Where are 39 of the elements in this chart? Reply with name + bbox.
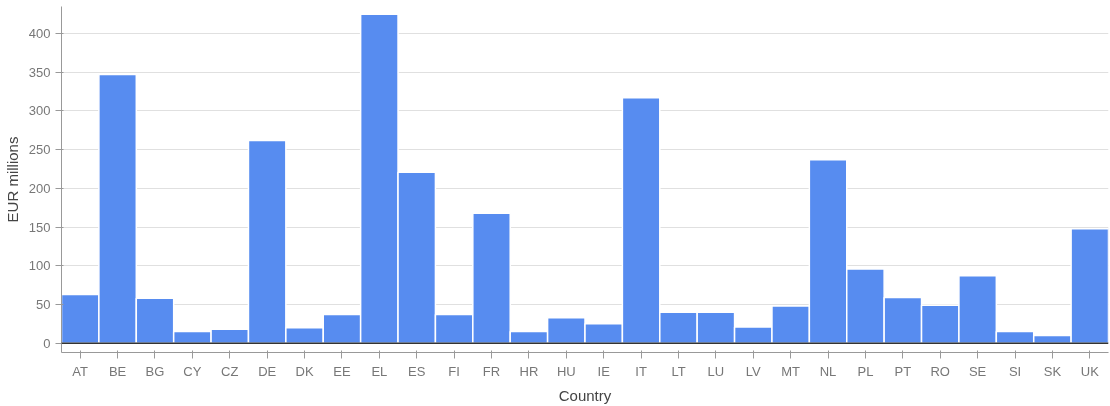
x-tick-label: DK — [295, 363, 314, 379]
x-tick-label: HR — [519, 363, 539, 379]
x-tick-label: SK — [1043, 363, 1062, 379]
y-tick-label: 400 — [28, 26, 51, 42]
x-tick-label: PT — [894, 363, 912, 379]
x-tick-label: NL — [819, 363, 837, 379]
y-tick-label: 250 — [28, 142, 51, 158]
x-tick-label: BG — [145, 363, 165, 379]
x-tick-label: LT — [671, 363, 686, 379]
x-tick-label: AT — [72, 363, 89, 379]
x-tick-label: CZ — [221, 363, 239, 379]
x-tick-label: EL — [371, 363, 388, 379]
x-tick-label: ES — [408, 363, 426, 379]
x-tick-label: UK — [1080, 363, 1100, 379]
y-tick-label: 150 — [28, 219, 51, 235]
x-tick-label: EE — [333, 363, 351, 379]
x-tick-label: HU — [556, 363, 576, 379]
x-tick-label: IE — [597, 363, 611, 379]
x-tick-label: SI — [1008, 363, 1022, 379]
y-axis-title: EUR millions — [3, 136, 21, 223]
x-tick-label: FR — [482, 363, 501, 379]
x-tick-label: SE — [968, 363, 987, 379]
x-tick-label: BE — [108, 363, 127, 379]
y-tick-label: 350 — [28, 64, 51, 80]
y-tick-label: 300 — [28, 103, 51, 119]
x-tick-label: FI — [448, 363, 460, 379]
y-tick-label: 200 — [28, 180, 51, 196]
x-tick-label: RO — [930, 363, 950, 379]
x-tick-label: PL — [857, 363, 874, 379]
x-tick-label: MT — [781, 363, 801, 379]
y-tick-label: 50 — [36, 297, 51, 313]
x-tick-label: LV — [745, 363, 762, 379]
x-tick-label: CY — [183, 363, 202, 379]
x-axis-title: Country — [558, 386, 612, 404]
y-tick-label: 100 — [28, 258, 51, 274]
y-tick-label: 0 — [43, 335, 51, 351]
x-tick-label: LU — [707, 363, 725, 379]
x-tick-label: DE — [258, 363, 277, 379]
x-tick-label: IT — [635, 363, 647, 379]
